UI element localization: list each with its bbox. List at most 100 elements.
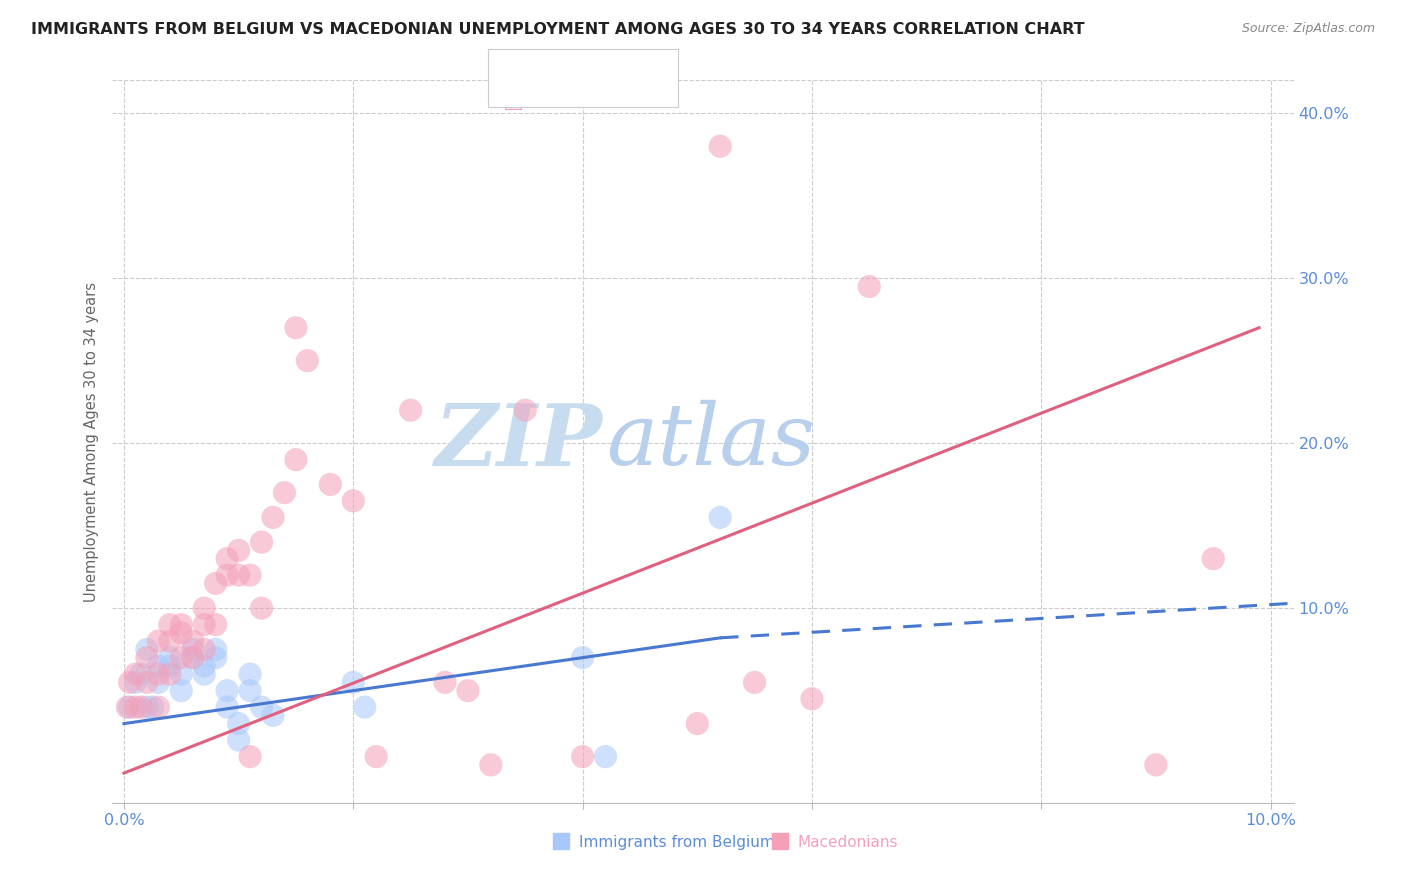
Point (135, 642, 157, 657)
Point (228, 543, 250, 558)
Point (148, 700, 170, 714)
Point (366, 749, 388, 764)
Point (800, 691, 823, 706)
Point (228, 733, 250, 747)
Point (250, 700, 273, 714)
Point (284, 452, 307, 467)
Point (170, 617, 193, 632)
Point (148, 634, 170, 648)
Text: IMMIGRANTS FROM BELGIUM VS MACEDONIAN UNEMPLOYMENT AMONG AGES 30 TO 34 YEARS COR: IMMIGRANTS FROM BELGIUM VS MACEDONIAN UN… (31, 22, 1084, 37)
Text: Immigrants from Belgium: Immigrants from Belgium (579, 835, 775, 850)
Point (250, 535, 273, 549)
Text: N =: N = (607, 88, 650, 103)
Point (135, 650, 157, 665)
Point (858, 279, 880, 293)
Point (159, 659, 181, 673)
Point (118, 675, 141, 690)
Point (709, 510, 731, 524)
Point (193, 601, 215, 615)
Point (479, 757, 502, 772)
Point (181, 642, 204, 657)
Point (457, 683, 479, 698)
Point (170, 626, 193, 640)
Point (129, 700, 152, 714)
Text: Macedonians: Macedonians (797, 835, 898, 850)
Point (135, 700, 157, 714)
Point (135, 675, 157, 690)
Point (571, 749, 593, 764)
Point (262, 510, 284, 524)
Point (319, 477, 342, 491)
Point (204, 642, 226, 657)
Text: 52: 52 (644, 88, 664, 103)
Point (228, 716, 250, 731)
Point (204, 576, 226, 591)
Text: ZIP: ZIP (434, 400, 603, 483)
Point (297, 353, 319, 368)
Y-axis label: Unemployment Among Ages 30 to 34 years: Unemployment Among Ages 30 to 34 years (83, 282, 98, 601)
Point (204, 617, 226, 632)
Point (353, 700, 375, 714)
Point (181, 634, 204, 648)
Legend:  (609, 91, 620, 102)
Point (239, 683, 262, 698)
Text: 31: 31 (644, 70, 664, 86)
Point (181, 650, 204, 665)
Point (170, 667, 193, 681)
Point (239, 667, 262, 681)
Point (217, 551, 239, 566)
Point (217, 683, 239, 698)
Point (159, 650, 181, 665)
Point (686, 716, 709, 731)
Point (170, 650, 193, 665)
Point (193, 659, 215, 673)
Text: N =: N = (607, 70, 650, 86)
Text: □: □ (503, 91, 524, 111)
Text: 0.192: 0.192 (562, 70, 609, 86)
Point (142, 700, 165, 714)
Point (1144, 757, 1167, 772)
Point (170, 683, 193, 698)
Point (204, 650, 226, 665)
Point (117, 700, 139, 714)
Point (193, 642, 215, 657)
Point (342, 494, 364, 508)
Point (124, 675, 146, 690)
Point (571, 650, 593, 665)
Point (342, 675, 364, 690)
Text: Source: ZipAtlas.com: Source: ZipAtlas.com (1241, 22, 1375, 36)
Point (434, 675, 457, 690)
Text: □: □ (503, 73, 524, 93)
Text: R =: R = (527, 70, 558, 86)
Point (399, 403, 422, 417)
Point (217, 700, 239, 714)
Point (193, 617, 215, 632)
Point (1202, 551, 1225, 566)
Point (159, 634, 181, 648)
Point (124, 667, 146, 681)
Point (262, 708, 284, 723)
Point (118, 700, 141, 714)
Point (124, 700, 146, 714)
Point (181, 650, 204, 665)
Point (709, 139, 731, 153)
Point (159, 617, 181, 632)
Point (595, 749, 617, 764)
Point (148, 675, 170, 690)
Point (148, 659, 170, 673)
Point (284, 320, 307, 334)
Text: atlas: atlas (606, 401, 815, 483)
Point (159, 667, 181, 681)
Point (239, 749, 262, 764)
Point (129, 667, 152, 681)
Point (217, 568, 239, 582)
Point (273, 485, 295, 500)
Point (193, 667, 215, 681)
Point (239, 568, 262, 582)
Text: 0.448: 0.448 (562, 88, 609, 103)
Text: R =: R = (527, 88, 558, 103)
Point (744, 675, 766, 690)
Point (148, 667, 170, 681)
Point (228, 568, 250, 582)
Point (250, 601, 273, 615)
